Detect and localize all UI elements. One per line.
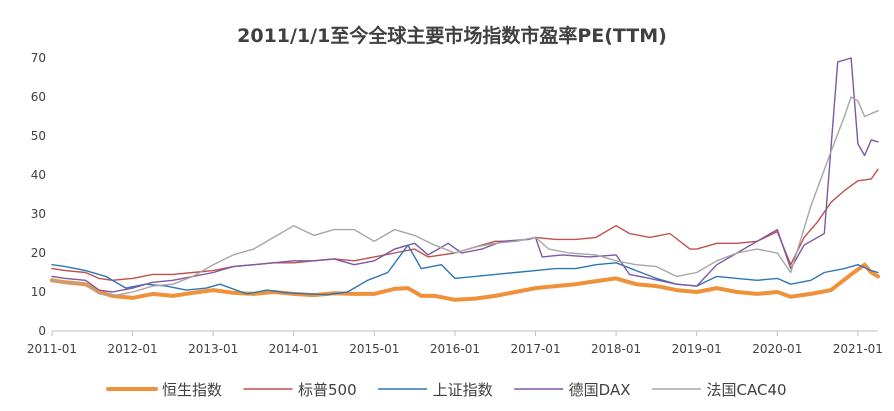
y-tick-label: 50 [31, 129, 46, 143]
x-tick-label: 2019-01 [672, 342, 722, 356]
y-tick-label: 0 [38, 324, 46, 338]
x-tick-label: 2016-01 [430, 342, 480, 356]
chart-title: 2011/1/1至今全球主要市场指数市盈率PE(TTM) [237, 24, 667, 47]
legend-label-5: 法国CAC40 [707, 381, 787, 399]
series-line-5 [51, 96, 879, 297]
x-tick-label: 2013-01 [188, 342, 238, 356]
x-tick-label: 2015-01 [349, 342, 399, 356]
series-line-2 [51, 168, 879, 281]
x-tick-label: 2017-01 [510, 342, 560, 356]
x-tick-label: 2014-01 [269, 342, 319, 356]
x-tick-label: 2012-01 [108, 342, 158, 356]
x-tick-label: 2021-01 [833, 342, 883, 356]
legend: 恒生指数 标普500 上证指数 德国DAX 法国CAC40 [106, 381, 787, 399]
x-tick-label: 2011-01 [27, 342, 77, 356]
series-line-1 [50, 262, 880, 302]
x-tick-label: 2018-01 [591, 342, 641, 356]
y-tick-label: 70 [31, 51, 46, 65]
legend-label-1: 恒生指数 [162, 381, 222, 399]
y-tick-label: 10 [31, 285, 46, 299]
legend-label-3: 上证指数 [433, 381, 493, 399]
series-layer [50, 57, 880, 302]
y-tick-label: 60 [31, 90, 46, 104]
x-tick-label: 2020-01 [752, 342, 802, 356]
series-line-3 [51, 244, 879, 296]
series-line-4 [51, 57, 879, 293]
y-tick-label: 30 [31, 207, 46, 221]
legend-label-2: 标普500 [298, 381, 357, 399]
legend-label-4: 德国DAX [569, 381, 631, 399]
y-tick-label: 20 [31, 246, 46, 260]
y-tick-label: 40 [31, 168, 46, 182]
axes: 0 10 20 30 40 50 60 70 2011-01 2012-01 2013-01 2014… [27, 51, 883, 356]
